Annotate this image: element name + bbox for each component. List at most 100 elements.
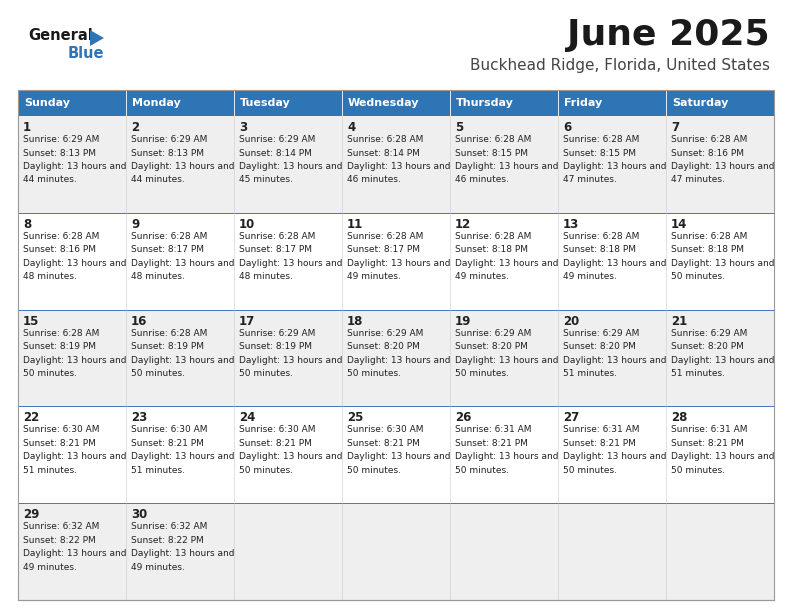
Text: 50 minutes.: 50 minutes. bbox=[455, 466, 509, 475]
Bar bbox=[342, 90, 450, 116]
Text: Sunrise: 6:29 AM: Sunrise: 6:29 AM bbox=[239, 329, 315, 338]
Text: Sunrise: 6:28 AM: Sunrise: 6:28 AM bbox=[131, 232, 208, 241]
Text: General: General bbox=[28, 28, 93, 43]
Text: 47 minutes.: 47 minutes. bbox=[671, 176, 725, 184]
Text: 23: 23 bbox=[131, 411, 147, 424]
Text: Sunrise: 6:31 AM: Sunrise: 6:31 AM bbox=[671, 425, 748, 435]
Text: 50 minutes.: 50 minutes. bbox=[23, 369, 77, 378]
Text: Sunrise: 6:32 AM: Sunrise: 6:32 AM bbox=[131, 522, 208, 531]
Text: 50 minutes.: 50 minutes. bbox=[131, 369, 185, 378]
Text: Sunrise: 6:28 AM: Sunrise: 6:28 AM bbox=[347, 135, 424, 144]
Text: 48 minutes.: 48 minutes. bbox=[239, 272, 293, 282]
Text: Friday: Friday bbox=[564, 98, 602, 108]
Text: 9: 9 bbox=[131, 218, 139, 231]
Text: Daylight: 13 hours and: Daylight: 13 hours and bbox=[455, 356, 558, 365]
Text: Daylight: 13 hours and: Daylight: 13 hours and bbox=[131, 549, 234, 558]
Text: 44 minutes.: 44 minutes. bbox=[23, 176, 77, 184]
Bar bbox=[18, 503, 774, 600]
Text: Sunset: 8:16 PM: Sunset: 8:16 PM bbox=[671, 149, 744, 157]
Text: Sunset: 8:19 PM: Sunset: 8:19 PM bbox=[239, 342, 312, 351]
Text: Sunset: 8:13 PM: Sunset: 8:13 PM bbox=[23, 149, 96, 157]
Text: Sunrise: 6:30 AM: Sunrise: 6:30 AM bbox=[239, 425, 315, 435]
Text: 48 minutes.: 48 minutes. bbox=[131, 272, 185, 282]
Text: 10: 10 bbox=[239, 218, 255, 231]
Text: 29: 29 bbox=[23, 508, 40, 521]
Text: Daylight: 13 hours and: Daylight: 13 hours and bbox=[455, 452, 558, 461]
Text: Sunset: 8:22 PM: Sunset: 8:22 PM bbox=[23, 536, 96, 545]
Bar bbox=[18, 310, 774, 406]
Text: 22: 22 bbox=[23, 411, 40, 424]
Text: 13: 13 bbox=[563, 218, 579, 231]
Text: Daylight: 13 hours and: Daylight: 13 hours and bbox=[347, 162, 451, 171]
Text: 44 minutes.: 44 minutes. bbox=[131, 176, 185, 184]
Text: 45 minutes.: 45 minutes. bbox=[239, 176, 293, 184]
Text: Thursday: Thursday bbox=[456, 98, 514, 108]
Text: 49 minutes.: 49 minutes. bbox=[131, 562, 185, 572]
Text: 51 minutes.: 51 minutes. bbox=[563, 369, 617, 378]
Text: Sunrise: 6:29 AM: Sunrise: 6:29 AM bbox=[455, 329, 531, 338]
Text: Sunrise: 6:28 AM: Sunrise: 6:28 AM bbox=[671, 135, 748, 144]
Text: Daylight: 13 hours and: Daylight: 13 hours and bbox=[239, 259, 342, 268]
Text: Sunset: 8:20 PM: Sunset: 8:20 PM bbox=[455, 342, 528, 351]
Text: Sunset: 8:18 PM: Sunset: 8:18 PM bbox=[455, 245, 528, 255]
Text: Wednesday: Wednesday bbox=[348, 98, 420, 108]
Bar bbox=[558, 90, 666, 116]
Text: 50 minutes.: 50 minutes. bbox=[347, 369, 401, 378]
Text: 2: 2 bbox=[131, 121, 139, 134]
Text: 20: 20 bbox=[563, 315, 579, 327]
Text: 8: 8 bbox=[23, 218, 31, 231]
Text: 46 minutes.: 46 minutes. bbox=[455, 176, 509, 184]
Text: Sunset: 8:21 PM: Sunset: 8:21 PM bbox=[671, 439, 744, 448]
Text: Daylight: 13 hours and: Daylight: 13 hours and bbox=[347, 356, 451, 365]
Text: Sunset: 8:14 PM: Sunset: 8:14 PM bbox=[239, 149, 312, 157]
Text: Daylight: 13 hours and: Daylight: 13 hours and bbox=[671, 452, 775, 461]
Text: 50 minutes.: 50 minutes. bbox=[239, 369, 293, 378]
Text: 48 minutes.: 48 minutes. bbox=[23, 272, 77, 282]
Text: 49 minutes.: 49 minutes. bbox=[347, 272, 401, 282]
Text: Sunrise: 6:29 AM: Sunrise: 6:29 AM bbox=[671, 329, 748, 338]
Text: Daylight: 13 hours and: Daylight: 13 hours and bbox=[131, 452, 234, 461]
Text: Daylight: 13 hours and: Daylight: 13 hours and bbox=[239, 452, 342, 461]
Text: 50 minutes.: 50 minutes. bbox=[563, 466, 617, 475]
Text: 14: 14 bbox=[671, 218, 687, 231]
Text: Sunrise: 6:28 AM: Sunrise: 6:28 AM bbox=[563, 232, 639, 241]
Text: Sunrise: 6:28 AM: Sunrise: 6:28 AM bbox=[563, 135, 639, 144]
Text: Sunset: 8:21 PM: Sunset: 8:21 PM bbox=[455, 439, 528, 448]
Text: Sunrise: 6:28 AM: Sunrise: 6:28 AM bbox=[239, 232, 315, 241]
Text: Blue: Blue bbox=[68, 46, 105, 61]
Text: Sunset: 8:20 PM: Sunset: 8:20 PM bbox=[671, 342, 744, 351]
Text: 30: 30 bbox=[131, 508, 147, 521]
Text: June 2025: June 2025 bbox=[567, 18, 770, 52]
Bar bbox=[234, 90, 342, 116]
Text: Daylight: 13 hours and: Daylight: 13 hours and bbox=[23, 259, 127, 268]
Text: Daylight: 13 hours and: Daylight: 13 hours and bbox=[563, 259, 667, 268]
Text: Sunrise: 6:29 AM: Sunrise: 6:29 AM bbox=[131, 135, 208, 144]
Text: 47 minutes.: 47 minutes. bbox=[563, 176, 617, 184]
Text: Sunrise: 6:28 AM: Sunrise: 6:28 AM bbox=[455, 135, 531, 144]
Text: 27: 27 bbox=[563, 411, 579, 424]
Text: Sunrise: 6:29 AM: Sunrise: 6:29 AM bbox=[563, 329, 639, 338]
Text: Tuesday: Tuesday bbox=[240, 98, 291, 108]
Text: Sunset: 8:20 PM: Sunset: 8:20 PM bbox=[563, 342, 636, 351]
Text: 18: 18 bbox=[347, 315, 364, 327]
Text: Sunset: 8:21 PM: Sunset: 8:21 PM bbox=[347, 439, 420, 448]
Text: 3: 3 bbox=[239, 121, 247, 134]
Text: 50 minutes.: 50 minutes. bbox=[671, 272, 725, 282]
Bar bbox=[18, 406, 774, 503]
Text: 1: 1 bbox=[23, 121, 31, 134]
Text: Sunrise: 6:29 AM: Sunrise: 6:29 AM bbox=[23, 135, 99, 144]
Text: Sunrise: 6:31 AM: Sunrise: 6:31 AM bbox=[455, 425, 531, 435]
Text: Daylight: 13 hours and: Daylight: 13 hours and bbox=[671, 356, 775, 365]
Text: 6: 6 bbox=[563, 121, 571, 134]
Bar bbox=[18, 116, 774, 213]
Text: 50 minutes.: 50 minutes. bbox=[671, 466, 725, 475]
Text: Daylight: 13 hours and: Daylight: 13 hours and bbox=[563, 452, 667, 461]
Text: Sunset: 8:18 PM: Sunset: 8:18 PM bbox=[671, 245, 744, 255]
Text: Daylight: 13 hours and: Daylight: 13 hours and bbox=[239, 356, 342, 365]
Text: Sunset: 8:13 PM: Sunset: 8:13 PM bbox=[131, 149, 204, 157]
Text: 51 minutes.: 51 minutes. bbox=[23, 466, 77, 475]
Text: Sunday: Sunday bbox=[24, 98, 70, 108]
Polygon shape bbox=[90, 30, 104, 46]
Text: Sunset: 8:17 PM: Sunset: 8:17 PM bbox=[347, 245, 420, 255]
Text: 50 minutes.: 50 minutes. bbox=[347, 466, 401, 475]
